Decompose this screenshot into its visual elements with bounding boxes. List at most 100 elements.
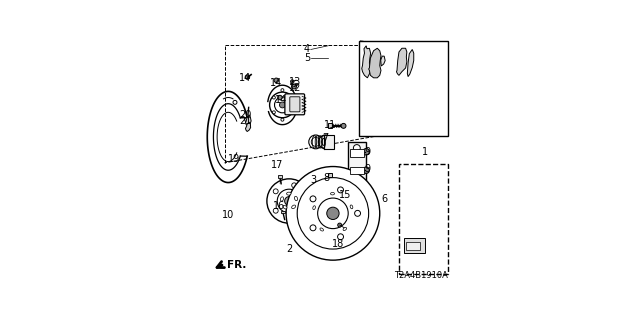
Circle shape [281,89,284,92]
Circle shape [292,214,296,219]
Circle shape [289,96,292,99]
Ellipse shape [294,196,298,201]
Circle shape [269,92,295,118]
Circle shape [277,189,301,213]
Polygon shape [397,48,407,75]
Text: 14: 14 [270,78,282,88]
Circle shape [308,135,323,149]
Bar [328,124,332,128]
Text: 12: 12 [289,83,301,93]
Circle shape [278,95,282,100]
Circle shape [355,210,360,216]
Circle shape [408,182,415,190]
Text: 21: 21 [239,116,252,126]
Circle shape [267,179,311,223]
Text: 9: 9 [364,164,371,174]
Text: 10: 10 [222,210,234,220]
FancyBboxPatch shape [285,94,305,115]
Ellipse shape [292,205,296,209]
Circle shape [285,196,294,205]
Circle shape [297,178,369,249]
Text: FR.: FR. [227,260,246,269]
Circle shape [280,102,285,108]
Circle shape [404,179,419,194]
Text: 7: 7 [322,133,328,143]
Text: 20: 20 [239,110,252,120]
Circle shape [317,198,348,228]
Circle shape [327,207,339,220]
Circle shape [292,84,296,89]
Bar [399,164,447,274]
Ellipse shape [330,192,335,195]
FancyBboxPatch shape [348,142,366,181]
Ellipse shape [320,228,323,231]
Text: 2: 2 [287,244,293,254]
Text: 4: 4 [304,44,310,54]
Bar [324,135,334,149]
Text: 8: 8 [324,172,330,183]
Circle shape [337,234,344,240]
Circle shape [427,244,436,254]
Circle shape [292,183,296,188]
Text: 14: 14 [275,95,287,105]
Circle shape [353,174,360,181]
Circle shape [273,96,275,99]
Text: 19: 19 [228,154,240,164]
Circle shape [337,187,344,193]
Text: 9: 9 [364,147,371,157]
Bar [350,166,364,174]
Bar [359,41,447,136]
Bar [328,173,332,177]
Bar [278,175,282,178]
Circle shape [311,138,320,146]
Circle shape [286,166,380,260]
Ellipse shape [350,205,353,209]
Circle shape [281,118,284,121]
Circle shape [338,223,342,227]
Circle shape [273,189,278,194]
FancyBboxPatch shape [290,97,300,112]
Circle shape [353,145,360,151]
Bar [406,242,420,250]
Circle shape [341,124,346,128]
Circle shape [363,167,369,173]
Text: 3: 3 [310,175,316,185]
Text: 16: 16 [273,201,285,211]
Circle shape [363,148,369,155]
Polygon shape [407,50,413,76]
Text: 18: 18 [332,239,344,249]
Circle shape [319,135,332,149]
Circle shape [310,196,316,202]
Text: 17: 17 [271,160,284,170]
Circle shape [289,111,292,114]
Circle shape [244,118,249,122]
Circle shape [433,190,440,197]
Circle shape [275,97,291,113]
Polygon shape [362,46,371,78]
Bar [350,149,364,157]
Ellipse shape [283,205,287,209]
Circle shape [310,225,316,231]
Circle shape [421,178,432,189]
Circle shape [424,181,429,186]
Circle shape [274,78,278,83]
Text: T2A4B1910A: T2A4B1910A [394,271,447,280]
Circle shape [412,199,426,213]
Text: 13: 13 [289,76,301,86]
Ellipse shape [343,228,347,230]
Text: 5: 5 [304,53,310,63]
Circle shape [233,100,237,104]
Text: 11: 11 [324,120,337,130]
Ellipse shape [280,197,284,201]
Circle shape [273,111,275,114]
Circle shape [408,195,430,217]
Text: 14: 14 [239,73,252,83]
Polygon shape [246,115,251,126]
Ellipse shape [313,206,316,210]
Polygon shape [369,48,381,78]
Text: 1: 1 [422,147,428,157]
Polygon shape [246,122,251,132]
Polygon shape [381,56,385,66]
Text: 15: 15 [339,190,351,200]
Text: 6: 6 [381,194,388,204]
